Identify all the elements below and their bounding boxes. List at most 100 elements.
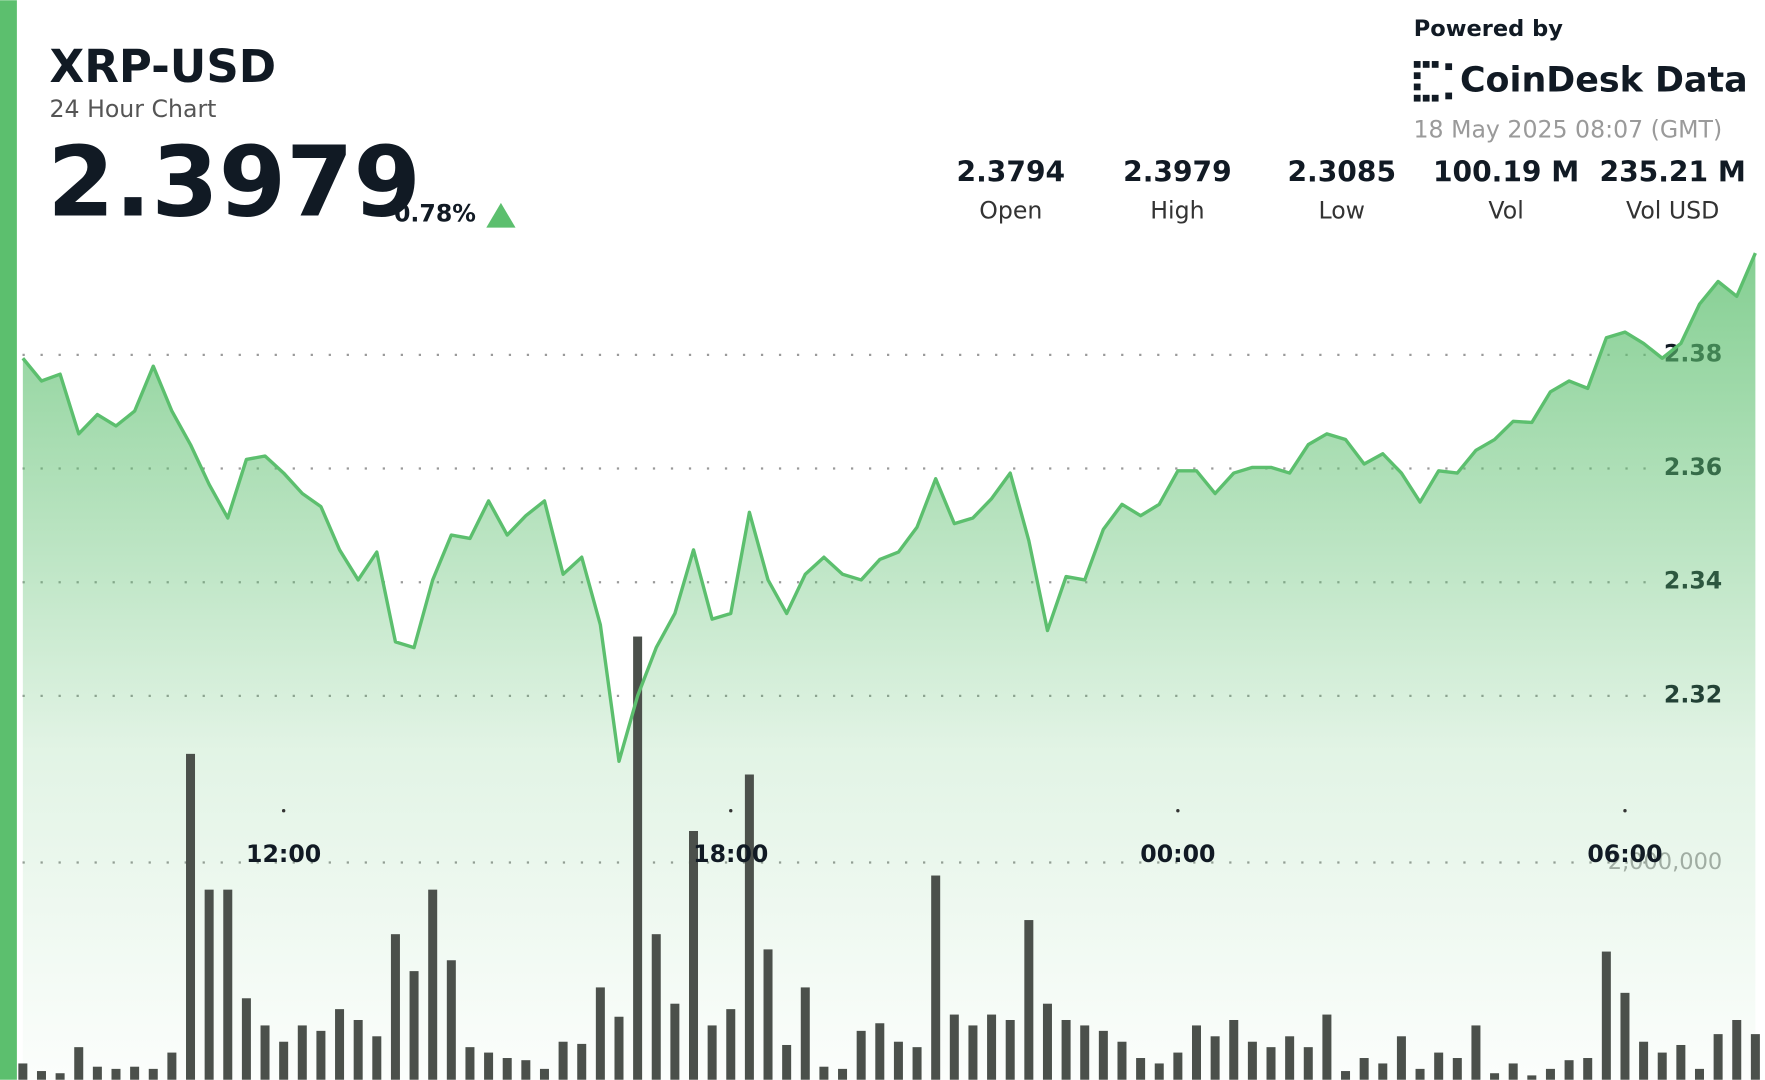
stats: 2.3794 Open 2.3979 High 2.3085 Low 100.19 M Vol… <box>957 156 1746 225</box>
volume-bar <box>186 753 196 1080</box>
volume-bar <box>539 1068 549 1080</box>
volume-bar <box>409 971 419 1080</box>
volume-bar <box>1229 1019 1239 1080</box>
volume-bar <box>1657 1052 1667 1080</box>
stat-label: Vol USD <box>1626 196 1719 224</box>
timestamp: 18 May 2025 08:07 (GMT) <box>1414 115 1723 143</box>
stat-label: Low <box>1318 196 1365 224</box>
volume-bar <box>1620 992 1630 1080</box>
volume-bar <box>223 889 233 1080</box>
volume-bar <box>1080 1025 1090 1080</box>
volume-bar <box>856 1030 866 1080</box>
volume-bar <box>893 1041 903 1080</box>
volume-bar <box>36 1071 46 1080</box>
volume-bar <box>968 1025 978 1080</box>
volume-bar <box>1601 951 1611 1080</box>
volume-bar <box>1676 1044 1686 1080</box>
volume-bar <box>782 1044 792 1080</box>
volume-bar <box>1490 1073 1500 1080</box>
volume-bar <box>931 875 941 1080</box>
x-tick-mark <box>1623 809 1627 813</box>
volume-bar <box>353 1019 363 1080</box>
volume-bar <box>763 949 773 1080</box>
volume-bar <box>484 1052 494 1080</box>
volume-bar <box>1545 1068 1555 1080</box>
volume-bar <box>502 1058 512 1080</box>
volume-bar <box>148 1068 158 1080</box>
volume-bar <box>577 1043 587 1080</box>
volume-bar <box>949 1014 959 1080</box>
volume-bar <box>1583 1058 1593 1080</box>
volume-bar <box>1713 1034 1723 1080</box>
accent-bar <box>0 0 17 1080</box>
volume-bar <box>1452 1058 1462 1080</box>
x-tick-mark <box>729 809 733 813</box>
powered-by: Powered by <box>1414 16 1563 42</box>
volume-bar <box>1191 1025 1201 1080</box>
up-arrow <box>486 202 516 228</box>
volume-bar <box>1508 1063 1518 1080</box>
volume-bar <box>614 1016 624 1080</box>
volume-bar <box>55 1073 65 1080</box>
volume-bar <box>521 1060 531 1080</box>
volume-bar <box>1694 1068 1704 1080</box>
volume-bar <box>726 1009 736 1080</box>
stat-label: Vol <box>1488 196 1523 224</box>
volume-bar <box>130 1066 140 1080</box>
x-tick-label: 06:00 <box>1587 840 1662 868</box>
volume-bar <box>241 998 251 1080</box>
volume-bar <box>744 774 754 1080</box>
stat-value: 235.21 M <box>1600 156 1746 189</box>
volume-bar <box>1285 1036 1295 1080</box>
volume-bar <box>707 1025 717 1080</box>
volume-bar <box>1732 1019 1742 1080</box>
volume-bar <box>1341 1071 1351 1080</box>
volume-bar <box>1154 1063 1164 1080</box>
volume-bar <box>204 889 214 1080</box>
subtitle: 24 Hour Chart <box>50 95 217 123</box>
stat-value: 2.3979 <box>1123 156 1232 189</box>
volume-bar <box>595 987 605 1080</box>
x-tick-mark <box>281 809 286 813</box>
title: XRP-USD <box>50 40 277 93</box>
volume-bar <box>1471 1025 1481 1080</box>
volume-bar <box>428 889 438 1080</box>
volume-bar <box>1378 1063 1388 1080</box>
volume-bar <box>74 1047 84 1080</box>
volume-bar <box>279 1041 289 1080</box>
area-fill <box>22 253 1756 1080</box>
price-line <box>21 252 1757 763</box>
volume-bar <box>1527 1075 1537 1080</box>
volume-bar <box>1061 1019 1071 1080</box>
volume-bar <box>1359 1058 1369 1080</box>
volume-bar <box>987 1014 997 1080</box>
volume-bar <box>1639 1041 1649 1080</box>
volume-bar <box>558 1041 568 1080</box>
stat-label: High <box>1150 196 1204 224</box>
volume-bar <box>800 987 810 1080</box>
volume-bar <box>1564 1060 1574 1080</box>
volume-bar <box>1173 1052 1183 1080</box>
volume-bar <box>1136 1058 1146 1080</box>
brand-logo <box>1413 61 1453 102</box>
volume-bar <box>335 1009 345 1080</box>
change: 0.78% <box>394 200 476 228</box>
volume-bar <box>316 1030 326 1080</box>
volume-bar <box>1117 1041 1127 1080</box>
volume-bar <box>875 1023 885 1080</box>
x-tick-label: 00:00 <box>1140 840 1215 868</box>
volume-bar <box>1434 1052 1444 1080</box>
volume-bar <box>111 1068 121 1080</box>
volume-bar <box>1005 1019 1015 1080</box>
x-tick-label: 12:00 <box>246 840 321 868</box>
volume-bar <box>1415 1068 1425 1080</box>
volume-bar <box>1210 1036 1220 1080</box>
volume-bar <box>297 1025 307 1080</box>
stat-value: 2.3794 <box>957 156 1066 189</box>
volume-bar <box>689 830 699 1080</box>
volume-bar <box>446 960 456 1080</box>
volume-bar <box>260 1025 270 1080</box>
volume-bar <box>1098 1030 1108 1080</box>
